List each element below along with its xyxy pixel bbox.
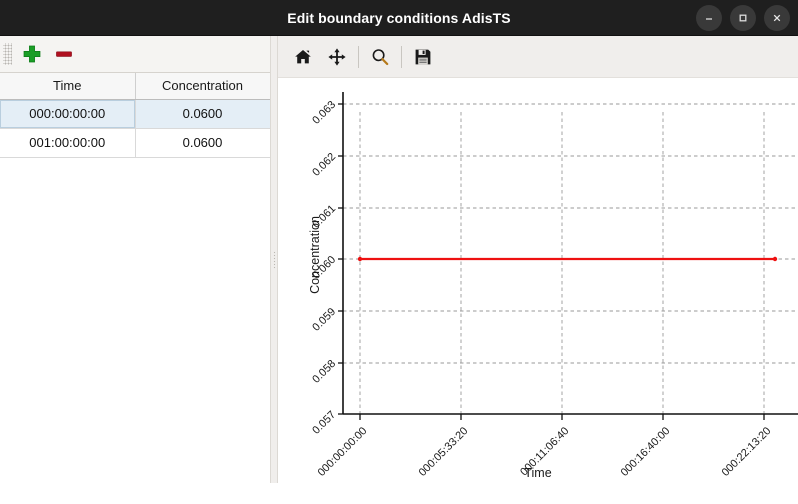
home-button[interactable] [286, 40, 320, 74]
boundary-conditions-table-panel: Time Concentration 000:00:00:00 0.0600 0… [0, 73, 270, 483]
save-icon [415, 49, 431, 64]
chart-canvas [338, 92, 798, 420]
column-header-time[interactable]: Time [0, 73, 136, 100]
series-concentration [357, 256, 778, 262]
pan-button[interactable] [320, 40, 354, 74]
cell-concentration[interactable]: 0.0600 [135, 99, 270, 129]
cell-concentration[interactable]: 0.0600 [135, 128, 270, 158]
y-tick-marks [338, 103, 343, 415]
remove-row-button[interactable] [48, 39, 80, 69]
splitter-grip [273, 251, 276, 269]
pan-icon [328, 47, 346, 66]
grid-vertical [359, 112, 765, 414]
minimize-button[interactable] [696, 5, 722, 31]
table-row[interactable]: 001:00:00:00 0.0600 [0, 128, 270, 158]
x-tick-marks [359, 414, 765, 420]
window-title: Edit boundary conditions AdisTS [287, 9, 511, 26]
data-point [772, 256, 778, 262]
boundary-conditions-table[interactable]: Time Concentration 000:00:00:00 0.0600 0… [0, 73, 270, 158]
row-edit-toolbar [0, 36, 270, 73]
cell-time[interactable]: 001:00:00:00 [0, 128, 136, 158]
maximize-button[interactable] [730, 5, 756, 31]
cell-time[interactable]: 000:00:00:00 [0, 99, 136, 129]
concentration-time-chart[interactable]: 0.063 0.062 0.061 0.060 0.059 0.058 0.05… [278, 78, 798, 483]
zoom-button[interactable] [363, 40, 397, 74]
matplotlib-toolbar [278, 36, 798, 78]
window-controls [696, 0, 790, 36]
x-axis-label: Time [524, 466, 552, 480]
toolbar-drag-handle[interactable] [3, 43, 12, 65]
table-header-row: Time Concentration [0, 73, 270, 100]
save-button[interactable] [406, 40, 440, 74]
add-row-button[interactable] [16, 39, 48, 69]
title-bar: Edit boundary conditions AdisTS [0, 0, 798, 36]
zoom-icon [372, 48, 389, 65]
table-row[interactable]: 000:00:00:00 0.0600 [0, 99, 270, 129]
minus-icon [56, 51, 72, 57]
toolbar-separator [401, 45, 402, 68]
plus-icon [23, 45, 41, 63]
home-icon [295, 49, 311, 63]
toolbar-separator [358, 45, 359, 68]
panel-splitter[interactable] [270, 36, 278, 483]
close-button[interactable] [764, 5, 790, 31]
table-body: 000:00:00:00 0.0600 001:00:00:00 0.0600 [0, 99, 270, 158]
data-point [357, 256, 363, 262]
plot-panel: 0.063 0.062 0.061 0.060 0.059 0.058 0.05… [278, 36, 798, 483]
y-axis-label: Concentration [308, 216, 322, 294]
column-header-concentration[interactable]: Concentration [135, 73, 270, 100]
